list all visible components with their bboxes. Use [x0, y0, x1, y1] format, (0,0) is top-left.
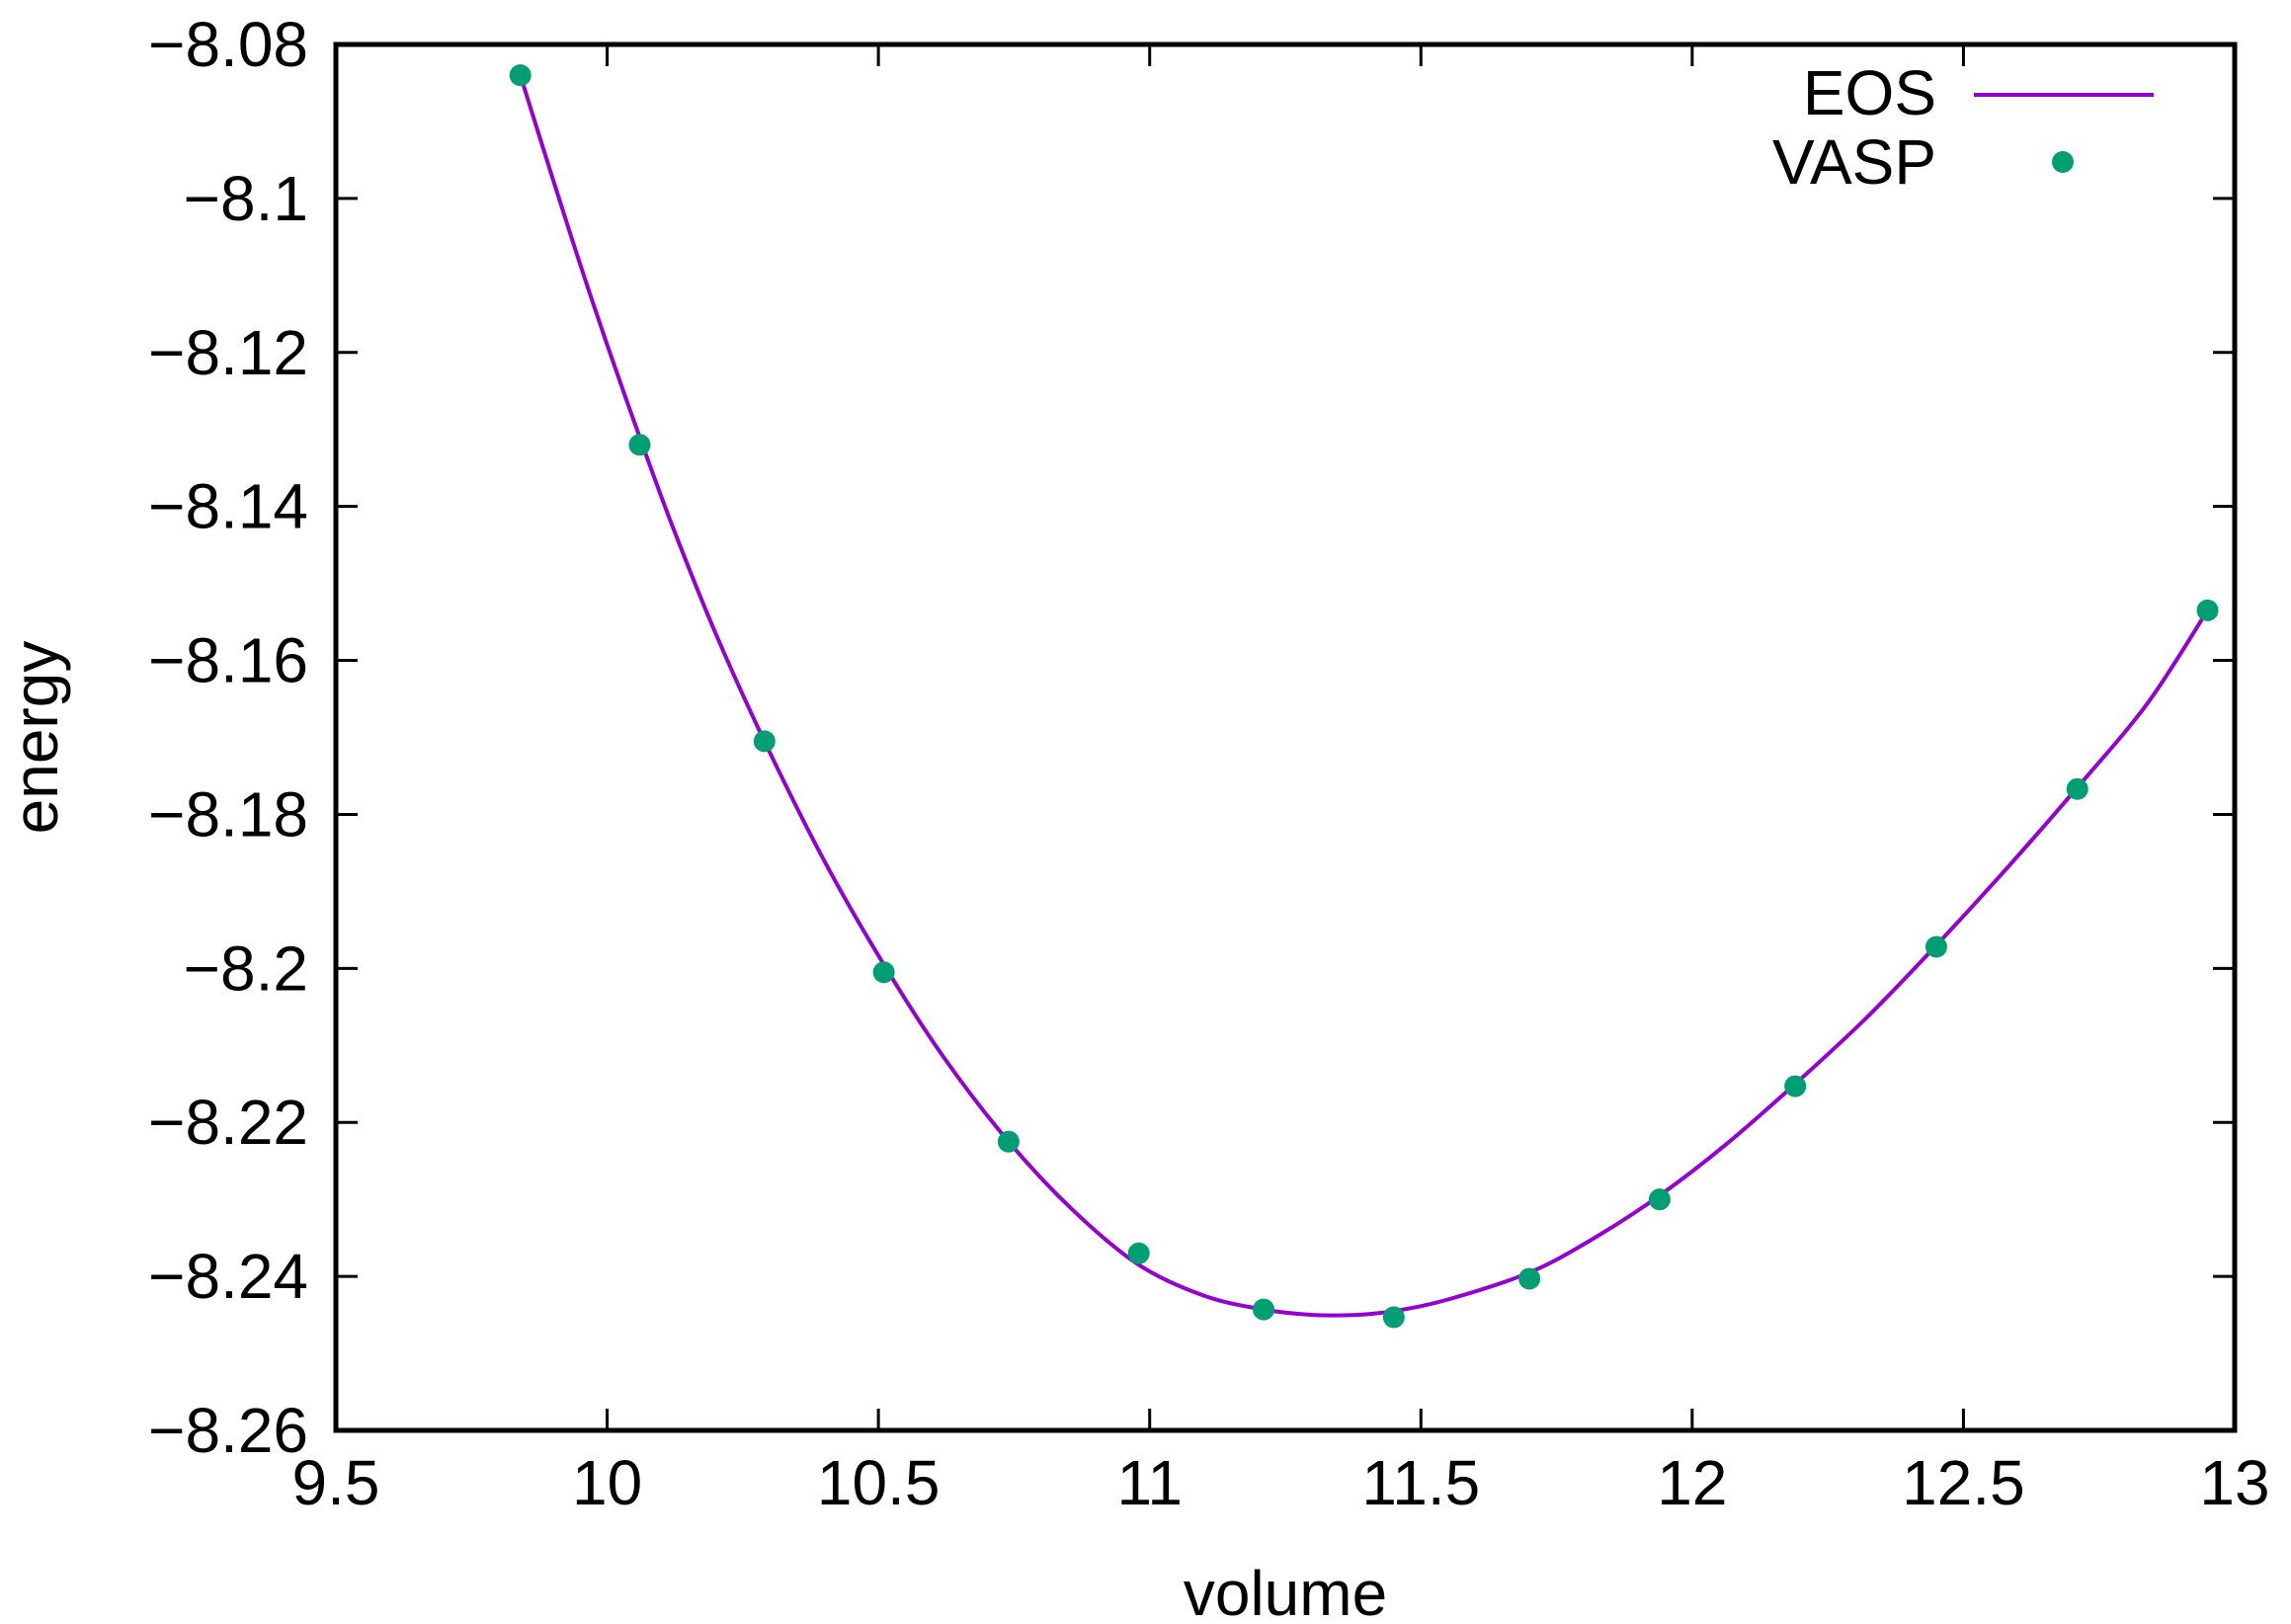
data-point-vasp	[1924, 935, 1947, 958]
x-tick-label: 11	[1116, 1447, 1182, 1518]
data-point-vasp	[1784, 1075, 1807, 1097]
y-tick-label: −8.14	[148, 471, 308, 542]
legend-label-eos: EOS	[1803, 57, 1936, 128]
legend-marker-vasp	[2052, 151, 2074, 173]
plot-frame	[333, 41, 2238, 1433]
data-point-vasp	[1382, 1306, 1405, 1329]
legend: EOS VASP	[1772, 57, 2154, 198]
data-point-vasp	[1518, 1267, 1541, 1290]
y-tick-label: −8.2	[184, 933, 308, 1004]
x-tick-label: 13	[2199, 1447, 2269, 1518]
data-point-vasp	[872, 961, 895, 984]
data-point-vasp	[997, 1130, 1020, 1153]
data-point-vasp	[753, 730, 776, 753]
y-tick-label: −8.08	[148, 9, 308, 80]
y-tick-label: −8.16	[148, 625, 308, 696]
data-point-vasp	[2066, 777, 2088, 800]
ticks-layer: 9.5 10 10.5 11 11.5 12 12.5 13 −8.08 −8.1 −8.12 −8.…	[148, 9, 2270, 1518]
x-tick-label: 10	[572, 1447, 642, 1518]
y-tick-label: −8.12	[148, 317, 308, 388]
legend-label-vasp: VASP	[1772, 126, 1936, 198]
x-tick-label: 11.5	[1361, 1447, 1480, 1518]
data-point-vasp	[2196, 599, 2219, 621]
x-tick-label: 10.5	[817, 1447, 941, 1518]
x-tick-label: 12.5	[1902, 1447, 2025, 1518]
y-axis-label: energy	[0, 641, 71, 835]
data-point-vasp	[509, 64, 532, 87]
series-line-eos	[518, 74, 2210, 1318]
x-axis-label: volume	[1184, 1558, 1387, 1624]
data-point-vasp	[628, 434, 651, 456]
y-tick-label: −8.26	[148, 1395, 308, 1466]
series-layer	[509, 64, 2219, 1329]
y-tick-label: −8.1	[184, 163, 308, 234]
x-tick-label: 9.5	[292, 1447, 380, 1518]
x-tick-label: 12	[1657, 1447, 1727, 1518]
y-tick-label: −8.22	[148, 1087, 308, 1158]
data-point-vasp	[1253, 1298, 1275, 1321]
data-point-vasp	[1127, 1242, 1150, 1264]
data-point-vasp	[1648, 1188, 1671, 1211]
y-tick-label: −8.24	[148, 1241, 308, 1312]
y-tick-label: −8.18	[148, 778, 308, 850]
